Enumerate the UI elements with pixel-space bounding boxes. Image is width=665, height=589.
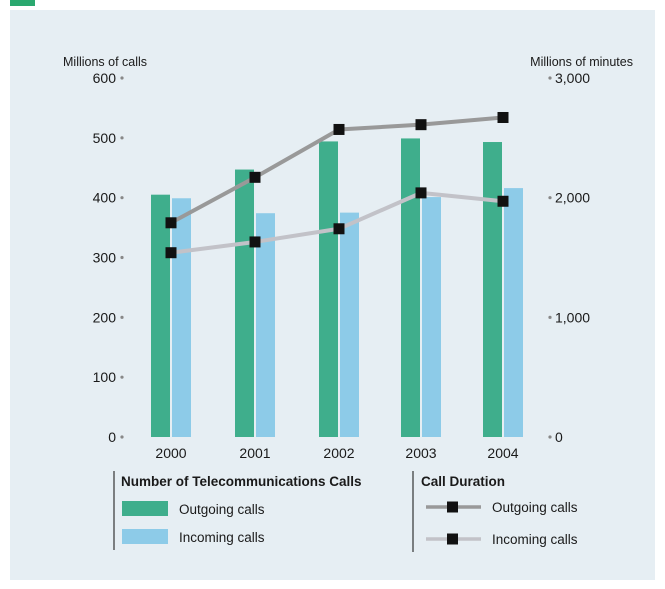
point-incoming-duration [333,223,345,235]
legend-label-incoming-duration: Incoming calls [492,532,578,547]
legend-marker-outgoing [447,501,458,513]
right-tick-label: 0 [555,429,563,445]
left-tick-dot [120,375,124,379]
legend-label-outgoing-calls: Outgoing calls [179,502,265,517]
legend-bars: Number of Telecommunications Calls Outgo… [113,471,362,550]
left-axis-label: Millions of calls [63,55,147,69]
right-tick-dot [548,76,552,80]
section-marker [10,0,35,6]
left-tick-dot [120,196,124,200]
legend-swatch-incoming-calls [122,529,168,544]
point-outgoing-duration [415,119,427,131]
left-tick-label: 500 [93,130,117,146]
right-tick-label: 1,000 [555,309,590,325]
legend-label-outgoing-duration: Outgoing calls [492,500,578,515]
right-axis-ticks: 0 1,000 2,000 3,000 [548,70,590,445]
right-tick-dot [548,435,552,439]
left-tick-dot [120,435,124,439]
bar-outgoing-calls [401,138,420,437]
point-outgoing-duration [249,171,261,183]
left-axis-ticks: 0 100 200 300 400 500 600 [93,70,124,445]
bar-outgoing-calls [483,142,502,437]
bar-outgoing-calls [235,169,254,438]
x-category-label: 2004 [487,445,518,461]
bar-incoming-calls [422,197,441,437]
right-tick-label: 2,000 [555,190,590,206]
x-category-label: 2003 [405,445,436,461]
right-tick-dot [548,196,552,200]
right-tick-dot [548,315,552,319]
left-tick-dot [120,136,124,140]
legend-marker-incoming [447,533,458,545]
x-category-label: 2001 [239,445,270,461]
right-axis-label: Millions of minutes [530,55,633,69]
point-incoming-duration [415,187,427,199]
point-outgoing-duration [165,217,177,229]
lines [165,111,509,259]
right-tick-label: 3,000 [555,70,590,86]
left-tick-label: 0 [108,429,116,445]
left-tick-dot [120,76,124,80]
point-outgoing-duration [333,123,345,135]
left-tick-dot [120,315,124,319]
left-tick-dot [120,255,124,260]
legend-bars-title: Number of Telecommunications Calls [121,474,362,489]
x-category-label: 2002 [323,445,354,461]
left-tick-label: 400 [93,190,117,206]
x-axis-categories: 2000 2001 2002 2003 2004 [155,445,518,461]
point-incoming-duration [497,195,509,207]
legend-lines: Call Duration Outgoing calls Incoming ca… [412,471,578,552]
left-tick-label: 300 [93,250,117,266]
point-outgoing-duration [497,111,509,123]
legend-label-incoming-calls: Incoming calls [179,530,265,545]
legend-swatch-outgoing-calls [122,501,168,516]
legend-lines-title: Call Duration [421,474,505,489]
bars [151,138,523,438]
bar-incoming-calls [504,188,523,437]
bar-outgoing-calls [319,141,338,437]
bar-incoming-calls [340,212,359,437]
bar-incoming-calls [172,198,191,437]
bar-incoming-calls [256,213,275,437]
left-tick-label: 600 [93,70,117,86]
bar-outgoing-calls [151,194,170,437]
left-tick-label: 200 [93,309,117,325]
point-incoming-duration [165,247,177,259]
x-category-label: 2000 [155,445,186,461]
left-tick-label: 100 [93,369,117,385]
point-incoming-duration [249,236,261,248]
